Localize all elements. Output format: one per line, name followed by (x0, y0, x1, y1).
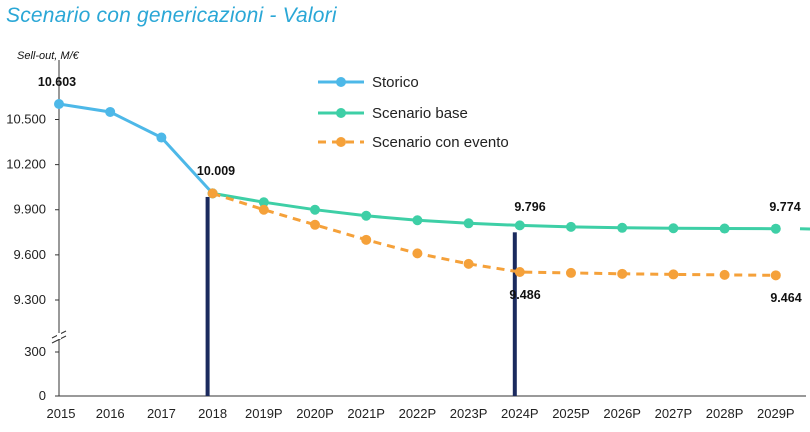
data-point (361, 210, 372, 221)
marker-bar (205, 196, 210, 396)
data-point (770, 270, 781, 281)
series-line (212, 191, 776, 277)
x-tick-label: 2029P (757, 406, 795, 421)
data-point (54, 99, 64, 109)
data-point (156, 132, 167, 143)
legend-marker (336, 137, 346, 147)
data-point (310, 204, 320, 215)
data-point (617, 222, 628, 233)
data-point (310, 219, 320, 230)
series-line (212, 191, 776, 231)
x-tick-label: 2015 (47, 406, 76, 421)
data-point (463, 218, 474, 229)
x-tick-label: 2018 (198, 406, 227, 421)
axis-break-mark (51, 335, 67, 344)
x-tick-label: 2022P (399, 406, 437, 421)
y-tick-label: 9.900 (13, 202, 46, 217)
x-tick-label: 2024P (501, 406, 539, 421)
marker-bar (512, 232, 517, 396)
data-label: 10.603 (38, 75, 76, 89)
x-tick-label: 2017 (147, 406, 176, 421)
data-point (566, 267, 576, 278)
y-tick-label: 9.300 (13, 292, 46, 307)
legend-marker (336, 108, 346, 118)
data-point (258, 197, 269, 208)
data-point (207, 188, 218, 199)
x-tick-label: 2023P (450, 406, 488, 421)
data-point (258, 204, 269, 215)
data-point (514, 220, 525, 231)
x-tick-label: 2016 (96, 406, 125, 421)
data-point (463, 258, 474, 269)
y-tick-label: 0 (39, 388, 46, 403)
data-point (412, 248, 423, 259)
legend-label: Scenario con evento (372, 134, 509, 151)
data-label: 9.464 (770, 291, 801, 305)
data-point (668, 269, 679, 280)
x-tick-label: 2020P (296, 406, 334, 421)
data-point (668, 223, 679, 234)
axis-break-gap (57, 333, 61, 339)
data-point (514, 267, 525, 278)
x-tick-label: 2027P (655, 406, 693, 421)
y-tick-label: 10.200 (6, 157, 46, 172)
y-tick-label: 9.600 (13, 247, 46, 262)
data-label: 9.486 (509, 288, 540, 302)
data-label: 9.774 (769, 200, 800, 214)
y-axis-label: Sell-out, M/€ (17, 50, 80, 62)
chart-title: Scenario con genericazioni - Valori (6, 4, 337, 27)
legend-marker (336, 77, 346, 87)
series-line (58, 102, 214, 195)
data-label: 9.796 (514, 200, 545, 214)
data-point (617, 268, 628, 279)
legend-label: Scenario base (372, 105, 468, 122)
x-tick-label: 2028P (706, 406, 744, 421)
x-tick-label: 2019P (245, 406, 283, 421)
data-point (105, 106, 116, 117)
data-label: 10.009 (197, 164, 235, 178)
x-tick-label: 2025P (552, 406, 590, 421)
data-point (719, 223, 730, 234)
data-point (412, 215, 423, 226)
x-tick-label: 2026P (603, 406, 641, 421)
data-point (770, 223, 781, 234)
data-point (566, 221, 576, 232)
y-tick-label: 300 (24, 344, 46, 359)
data-point (361, 234, 372, 245)
data-point (719, 269, 730, 280)
legend-label: Storico (372, 74, 419, 91)
y-tick-label: 10.500 (6, 111, 46, 126)
x-tick-label: 2021P (347, 406, 385, 421)
